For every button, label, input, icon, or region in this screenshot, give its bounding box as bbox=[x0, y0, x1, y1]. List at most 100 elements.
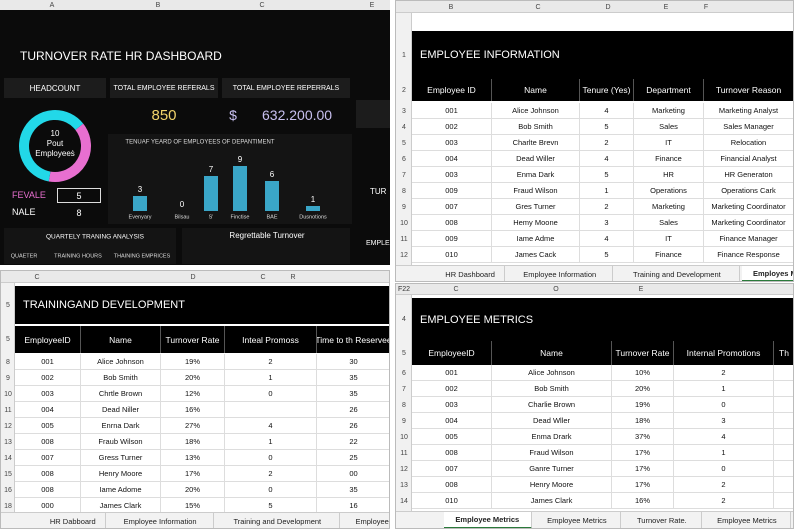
table-cell: 008 bbox=[412, 477, 492, 493]
table-cell: 2 bbox=[225, 354, 317, 370]
table-cell: 0 bbox=[674, 461, 774, 477]
table-cell: Enma Drark bbox=[492, 429, 612, 445]
column-letter: D bbox=[605, 3, 611, 11]
table-header-row bbox=[412, 341, 793, 365]
sheet-tab[interactable]: Employee Information bbox=[507, 266, 614, 281]
sheet-title-block bbox=[412, 298, 793, 341]
table-cell: 10% bbox=[612, 365, 674, 381]
kpi-currency: $ bbox=[229, 107, 237, 123]
table-cell: Dead Wller bbox=[492, 413, 612, 429]
sheet-tab[interactable]: Turnover Rate. bbox=[623, 512, 702, 528]
dashboard-title: TURNOVER RATE HR DASHBOARD bbox=[20, 49, 222, 63]
table-cell: Henry Moore bbox=[492, 477, 612, 493]
sheet-tab[interactable]: Employee Metrics bbox=[444, 512, 532, 528]
table-header-row bbox=[15, 326, 389, 353]
sheet-tab[interactable]: Training and Development bbox=[216, 513, 340, 528]
sheet-tab[interactable]: Employee Metrics bbox=[342, 513, 389, 528]
row-number: 7 bbox=[402, 385, 406, 393]
sheet-tab[interactable]: Employee Metrics bbox=[534, 512, 622, 528]
sheet-panel: F22 C O E EMPLOYEE METRICS EmployeeID Name Turn… bbox=[395, 283, 794, 529]
sheet-title-block bbox=[15, 286, 389, 324]
table-cell: 35 bbox=[317, 370, 389, 386]
column-header-strip bbox=[396, 1, 793, 13]
table-header-cell: Department bbox=[634, 79, 704, 101]
table-cell: 18% bbox=[161, 434, 225, 450]
table-cell: 009 bbox=[412, 231, 492, 247]
table-cell: 008 bbox=[412, 445, 492, 461]
table-cell: 010 bbox=[412, 247, 492, 263]
table-cell: 005 bbox=[15, 418, 81, 434]
kpi-box bbox=[222, 78, 350, 98]
table-cell: 5 bbox=[580, 119, 634, 135]
row-number: 11 bbox=[400, 449, 408, 457]
gender-label: FEVALE bbox=[12, 190, 46, 200]
sheet-tab[interactable]: Employee Information bbox=[108, 513, 214, 528]
bar bbox=[233, 166, 247, 211]
row-number: 16 bbox=[4, 486, 12, 494]
table-cell: 002 bbox=[15, 370, 81, 386]
table-cell: 007 bbox=[412, 199, 492, 215]
table-cell: Marketing bbox=[634, 199, 704, 215]
table-cell: Iame Adme bbox=[492, 231, 580, 247]
table-header-cell: Turnover Reason bbox=[704, 79, 793, 101]
table-cell: Enrna Dark bbox=[81, 418, 161, 434]
row-number: 2 bbox=[402, 86, 406, 94]
table-header-cell: Tenure (Yes) bbox=[580, 79, 634, 101]
sheet-tab[interactable]: HR Dashboard bbox=[436, 266, 506, 281]
bar-category-label: S' bbox=[209, 214, 214, 220]
bar-category-label: Dusnotions bbox=[299, 214, 327, 220]
table-cell: 001 bbox=[412, 365, 492, 381]
table-cell: Gress Turner bbox=[81, 450, 161, 466]
sheet-tab[interactable]: HR Dabboard bbox=[41, 513, 106, 528]
table-cell: Marketing Analyst bbox=[704, 103, 793, 119]
table-cell: 010 bbox=[412, 493, 492, 509]
row-number: 10 bbox=[400, 219, 408, 227]
bar-category-label: Finctise bbox=[231, 214, 250, 220]
row-number: 5 bbox=[6, 336, 10, 343]
regrettable-title: Regrettable Turnover bbox=[229, 231, 304, 240]
column-letter: C bbox=[34, 273, 40, 281]
donut-label: Employeeṡ bbox=[35, 149, 75, 158]
table-cell: 35 bbox=[317, 386, 389, 402]
sheet-tab[interactable]: Employes Metrice bbox=[741, 266, 793, 281]
table-cell: Charlie Brown bbox=[492, 397, 612, 413]
sheet-tab[interactable]: Training and Development bbox=[615, 266, 740, 281]
table-cell: Bob Smith bbox=[81, 370, 161, 386]
gender-value: 5 bbox=[57, 188, 101, 203]
sheet-tab[interactable]: Employee Metrics bbox=[704, 512, 792, 528]
row-number: 10 bbox=[4, 390, 12, 398]
table-cell: 26 bbox=[317, 418, 389, 434]
table-cell: 004 bbox=[412, 413, 492, 429]
table-cell: HR bbox=[634, 167, 704, 183]
table-cell: 1 bbox=[225, 434, 317, 450]
table-cell: 003 bbox=[412, 167, 492, 183]
kpi-box bbox=[4, 78, 106, 98]
table-cell: 3 bbox=[674, 413, 774, 429]
table-cell: Marketing bbox=[634, 103, 704, 119]
row-number: 13 bbox=[400, 481, 408, 489]
table-cell: Fraud Wilson bbox=[492, 183, 580, 199]
table-cell: 35 bbox=[317, 482, 389, 498]
table-cell: 2 bbox=[674, 493, 774, 509]
kpi-box-cut bbox=[356, 100, 390, 128]
table-cell: 12% bbox=[161, 386, 225, 402]
sheet-tab-bar bbox=[396, 265, 793, 281]
column-letter: O bbox=[553, 286, 559, 293]
bar-value-label: 6 bbox=[270, 170, 275, 179]
column-letter: F bbox=[703, 3, 709, 11]
lower-box bbox=[182, 228, 350, 264]
table-header-cell: Turnover Rate bbox=[612, 341, 674, 365]
table-cell: 008 bbox=[15, 466, 81, 482]
table-cell bbox=[774, 445, 793, 461]
table-cell bbox=[774, 381, 793, 397]
table-cell: 009 bbox=[412, 183, 492, 199]
table-cell: 003 bbox=[412, 397, 492, 413]
gender-value: 8 bbox=[76, 207, 82, 218]
table-cell: Hemy Moone bbox=[492, 215, 580, 231]
table-cell: Iame Adome bbox=[81, 482, 161, 498]
row-number-column bbox=[1, 283, 15, 528]
table-cell: Sales bbox=[634, 119, 704, 135]
kpi-value: 850 bbox=[151, 106, 177, 124]
table-cell: Finance Manager bbox=[704, 231, 793, 247]
